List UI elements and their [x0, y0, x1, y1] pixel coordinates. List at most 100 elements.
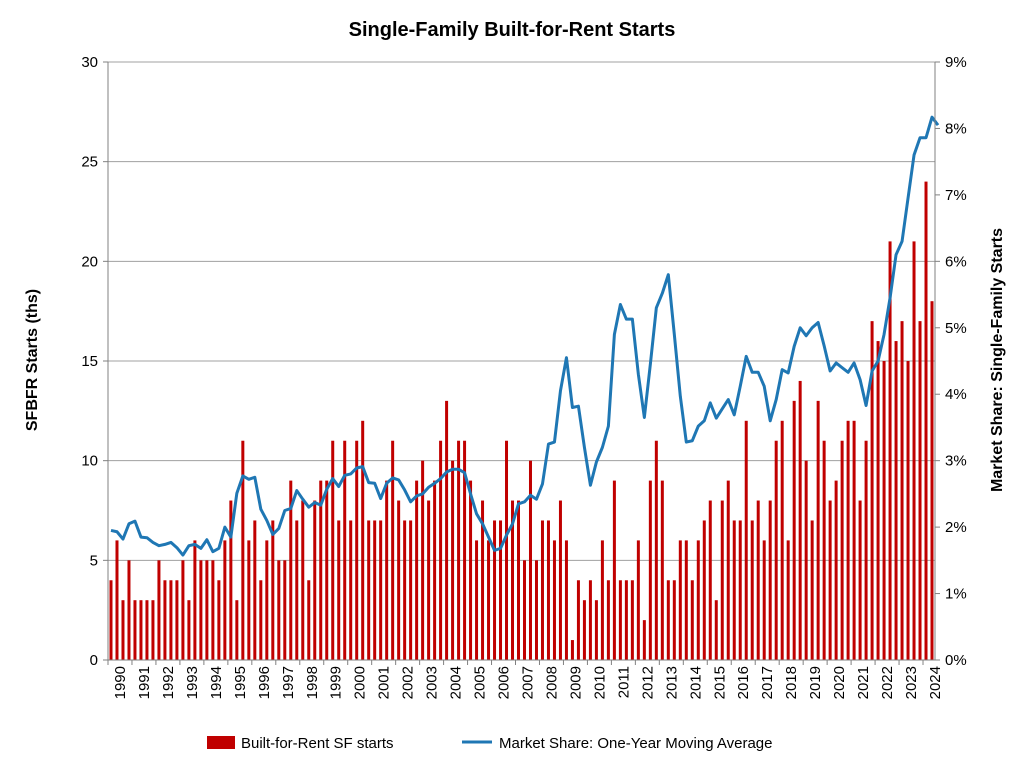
- bar-series: [109, 181, 934, 660]
- bar: [690, 580, 694, 660]
- bar: [415, 480, 419, 660]
- x-tick-label: 1992: [160, 666, 177, 699]
- bar: [181, 560, 185, 660]
- legend-line-label: Market Share: One-Year Moving Average: [499, 735, 773, 752]
- bar: [756, 500, 760, 660]
- bar: [906, 361, 910, 660]
- bar: [433, 480, 437, 660]
- bar: [666, 580, 670, 660]
- bar: [924, 181, 928, 660]
- axes: [103, 61, 940, 665]
- x-tick-label: 2014: [687, 666, 704, 699]
- y2-tick-label: 2%: [945, 519, 967, 536]
- bar: [361, 420, 365, 660]
- x-tick-label: 2015: [711, 666, 728, 699]
- bar: [187, 600, 191, 660]
- bar: [121, 600, 125, 660]
- legend-bar-label: Built-for-Rent SF starts: [241, 735, 394, 752]
- bar: [792, 400, 796, 660]
- x-tick-label: 2004: [448, 666, 465, 699]
- bar: [930, 301, 934, 660]
- chart-title: Single-Family Built-for-Rent Starts: [349, 19, 676, 41]
- bar: [636, 540, 640, 660]
- bar: [588, 580, 592, 660]
- y2-tick-label: 0%: [945, 652, 967, 669]
- bar: [750, 520, 754, 660]
- y2-tick-label: 9%: [945, 54, 967, 71]
- y-tick-label: 30: [81, 54, 98, 71]
- bar: [870, 321, 874, 660]
- bar: [702, 520, 706, 660]
- bar: [528, 460, 532, 660]
- bar: [726, 480, 730, 660]
- bar: [876, 341, 880, 660]
- bar: [307, 580, 311, 660]
- bar: [816, 400, 820, 660]
- bar: [499, 520, 503, 660]
- bar: [247, 540, 251, 660]
- bar: [343, 440, 347, 660]
- bar: [660, 480, 664, 660]
- bar: [612, 480, 616, 660]
- x-tick-label: 2021: [855, 666, 872, 699]
- bar: [600, 540, 604, 660]
- bar: [109, 580, 113, 660]
- x-tick-label: 2022: [879, 666, 896, 699]
- market-share-line: [110, 115, 940, 557]
- bar: [618, 580, 622, 660]
- bar: [522, 560, 526, 660]
- bar: [475, 540, 479, 660]
- bar: [762, 540, 766, 660]
- bar: [780, 420, 784, 660]
- x-tick-label: 2019: [807, 666, 824, 699]
- bar: [564, 540, 568, 660]
- bar: [445, 400, 449, 660]
- bar: [696, 540, 700, 660]
- x-tick-label: 2023: [903, 666, 920, 699]
- y2-tick-label: 4%: [945, 386, 967, 403]
- bar: [271, 520, 275, 660]
- y2-tick-label: 7%: [945, 187, 967, 204]
- bar: [427, 500, 431, 660]
- bar: [834, 480, 838, 660]
- x-tick-label: 2010: [591, 666, 608, 699]
- y-tick-label: 0: [90, 652, 98, 669]
- legend-bar-swatch: [207, 736, 235, 749]
- bar: [283, 560, 287, 660]
- bar: [463, 440, 467, 660]
- y2-tick-label: 8%: [945, 120, 967, 137]
- bar: [373, 520, 377, 660]
- bar: [241, 440, 245, 660]
- y-tick-label: 25: [81, 154, 98, 171]
- x-tick-label: 1998: [304, 666, 321, 699]
- bar: [235, 600, 239, 660]
- y2-tick-label: 5%: [945, 320, 967, 337]
- bar: [912, 241, 916, 660]
- x-tick-label: 2024: [927, 666, 944, 699]
- bar: [570, 640, 574, 660]
- x-tick-label: 1997: [280, 666, 297, 699]
- bar: [505, 440, 509, 660]
- bar: [481, 500, 485, 660]
- bar: [552, 540, 556, 660]
- bar: [546, 520, 550, 660]
- bar: [648, 480, 652, 660]
- bar: [421, 460, 425, 660]
- x-tick-label: 2009: [567, 666, 584, 699]
- bar: [223, 540, 227, 660]
- bar: [576, 580, 580, 660]
- bar: [145, 600, 149, 660]
- y2-axis-title: Market Share: Single-Family Starts: [989, 228, 1006, 492]
- x-tick-label: 1994: [208, 666, 225, 699]
- x-tick-label: 2017: [759, 666, 776, 699]
- bar: [882, 361, 886, 660]
- bar: [199, 560, 203, 660]
- bar: [133, 600, 137, 660]
- bar: [253, 520, 257, 660]
- bar: [157, 560, 161, 660]
- bar: [918, 321, 922, 660]
- bar: [858, 500, 862, 660]
- bar: [852, 420, 856, 660]
- bar: [768, 500, 772, 660]
